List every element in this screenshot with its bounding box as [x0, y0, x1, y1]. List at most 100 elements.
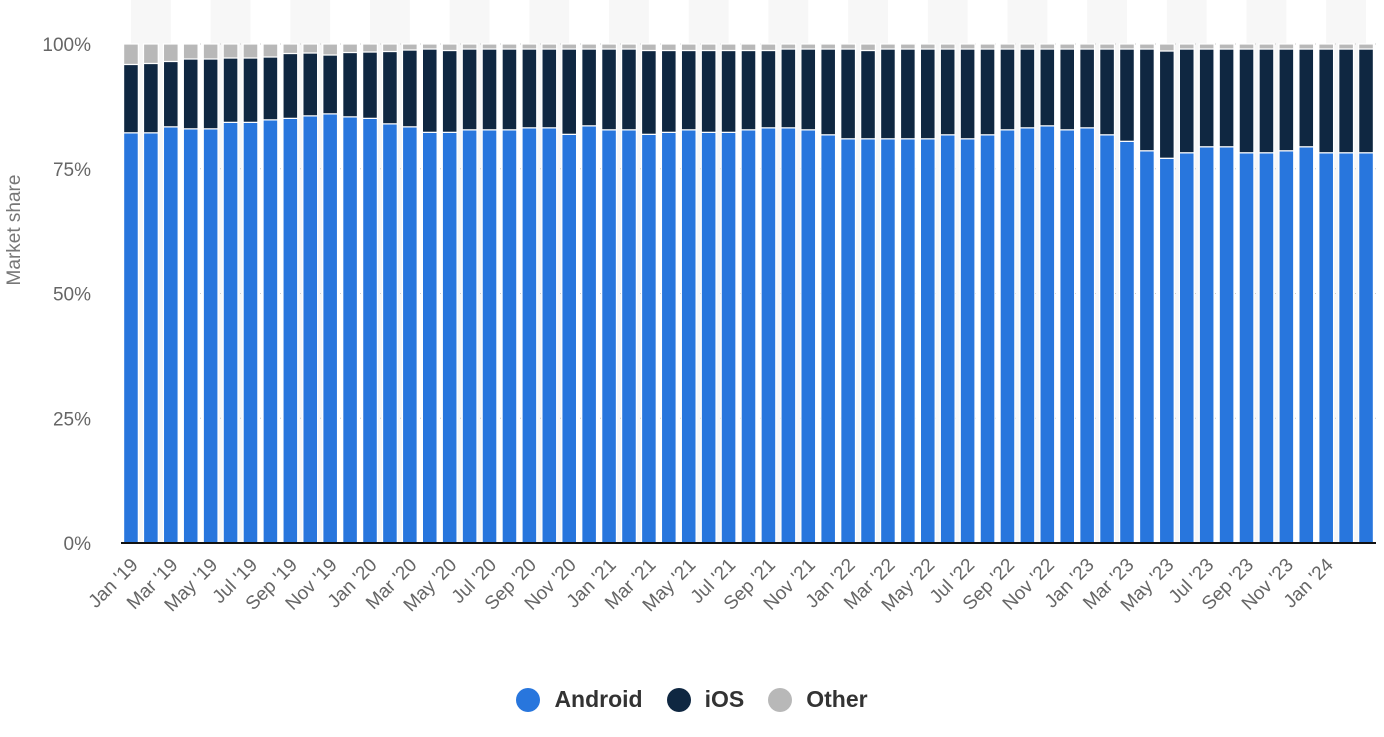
bar-other[interactable] [1278, 43, 1295, 50]
bar-ios[interactable] [860, 49, 876, 140]
bar-other[interactable] [640, 43, 657, 52]
bar-ios[interactable] [601, 48, 618, 131]
bar-ios[interactable] [1039, 48, 1056, 127]
bar-other[interactable] [1258, 43, 1275, 50]
bar-android[interactable] [1218, 146, 1235, 544]
bar-ios[interactable] [820, 48, 837, 136]
bar-ios[interactable] [1238, 48, 1255, 154]
bar-ios[interactable] [1278, 48, 1295, 152]
bar-android[interactable] [1338, 152, 1355, 544]
bar-other[interactable] [720, 43, 737, 52]
bar-ios[interactable] [999, 48, 1016, 131]
bar-android[interactable] [820, 134, 837, 544]
bar-other[interactable] [162, 43, 179, 63]
bar-ios[interactable] [1158, 50, 1175, 159]
bar-android[interactable] [1059, 129, 1076, 544]
bar-other[interactable] [322, 43, 339, 56]
bar-android[interactable] [581, 125, 598, 544]
bar-other[interactable] [919, 43, 936, 50]
bar-android[interactable] [122, 132, 139, 544]
bar-other[interactable] [1198, 43, 1215, 50]
bar-android[interactable] [1318, 152, 1335, 544]
bar-ios[interactable] [122, 63, 139, 134]
bar-android[interactable] [342, 116, 359, 544]
bar-ios[interactable] [401, 49, 418, 128]
bar-other[interactable] [581, 43, 598, 50]
legend-item-other[interactable]: Other [768, 686, 868, 713]
bar-other[interactable] [1039, 43, 1056, 50]
bar-ios[interactable] [521, 48, 538, 129]
bar-ios[interactable] [1318, 48, 1335, 154]
bar-other[interactable] [1178, 43, 1195, 50]
bar-android[interactable] [182, 128, 199, 544]
bar-android[interactable] [1258, 152, 1275, 544]
bar-android[interactable] [282, 117, 299, 544]
bar-ios[interactable] [581, 48, 598, 127]
bar-other[interactable] [401, 43, 418, 51]
bar-other[interactable] [840, 43, 857, 50]
bar-android[interactable] [381, 123, 398, 544]
bar-android[interactable] [919, 138, 936, 544]
bar-ios[interactable] [1138, 48, 1155, 152]
bar-other[interactable] [1158, 43, 1175, 52]
bar-android[interactable] [501, 129, 518, 544]
bar-ios[interactable] [282, 52, 299, 119]
bar-android[interactable] [362, 117, 378, 544]
bar-other[interactable] [1358, 43, 1375, 50]
bar-other[interactable] [1059, 43, 1076, 50]
bar-ios[interactable] [362, 51, 378, 119]
bar-ios[interactable] [501, 48, 518, 131]
bar-other[interactable] [242, 43, 259, 59]
bar-android[interactable] [481, 129, 498, 544]
bar-other[interactable] [381, 43, 398, 53]
bar-android[interactable] [421, 131, 438, 544]
bar-ios[interactable] [1198, 48, 1215, 148]
bar-other[interactable] [282, 43, 299, 55]
bar-other[interactable] [142, 43, 159, 65]
bar-android[interactable] [1298, 146, 1315, 544]
bar-android[interactable] [621, 129, 637, 544]
bar-ios[interactable] [1298, 48, 1315, 148]
bar-ios[interactable] [899, 48, 916, 140]
bar-ios[interactable] [182, 58, 199, 130]
bar-ios[interactable] [740, 49, 757, 131]
bar-ios[interactable] [142, 62, 159, 134]
bar-ios[interactable] [441, 49, 458, 133]
bar-ios[interactable] [939, 48, 956, 136]
bar-other[interactable] [1238, 43, 1255, 50]
bar-ios[interactable] [222, 57, 239, 123]
bar-other[interactable] [959, 43, 976, 50]
bar-android[interactable] [541, 127, 558, 544]
bar-ios[interactable] [1178, 48, 1195, 154]
bar-ios[interactable] [1099, 48, 1116, 136]
legend-item-ios[interactable]: iOS [666, 686, 744, 713]
bar-android[interactable] [1119, 140, 1135, 544]
bar-android[interactable] [1039, 125, 1056, 544]
bar-android[interactable] [242, 121, 259, 544]
bar-ios[interactable] [660, 49, 677, 133]
bar-other[interactable] [899, 43, 916, 50]
bar-other[interactable] [939, 43, 956, 50]
bar-android[interactable] [1278, 150, 1295, 544]
bar-android[interactable] [740, 129, 757, 544]
bar-android[interactable] [1158, 157, 1175, 544]
bar-other[interactable] [421, 43, 438, 50]
bar-android[interactable] [720, 131, 737, 544]
bar-android[interactable] [461, 129, 478, 544]
bar-ios[interactable] [1059, 48, 1076, 131]
bar-android[interactable] [142, 132, 159, 544]
bar-android[interactable] [680, 129, 697, 544]
bar-ios[interactable] [342, 51, 359, 118]
bar-android[interactable] [879, 138, 896, 544]
bar-android[interactable] [1099, 134, 1116, 544]
bar-ios[interactable] [242, 57, 259, 123]
bar-android[interactable] [1178, 152, 1195, 544]
bar-ios[interactable] [1019, 48, 1036, 129]
bar-other[interactable] [501, 43, 518, 50]
bar-ios[interactable] [760, 49, 777, 129]
bar-ios[interactable] [262, 56, 279, 121]
bar-ios[interactable] [800, 48, 817, 131]
bar-android[interactable] [780, 127, 797, 544]
bar-android[interactable] [162, 126, 179, 544]
bar-other[interactable] [1019, 43, 1036, 50]
